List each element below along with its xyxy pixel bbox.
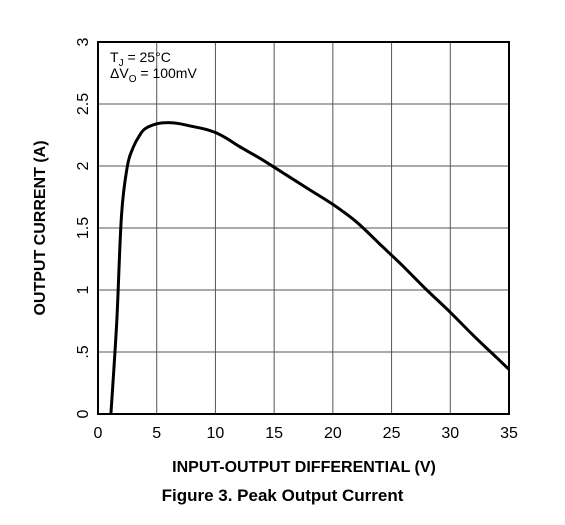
x-tick-label: 20	[324, 425, 342, 442]
y-tick-label: 1.5	[75, 217, 92, 239]
x-axis-label: INPUT-OUTPUT DIFFERENTIAL (V)	[172, 459, 436, 476]
x-tick-label: 5	[152, 425, 161, 442]
x-tick-label: 35	[500, 425, 518, 442]
series-layer	[109, 121, 511, 415]
x-tick-label: 15	[265, 425, 283, 442]
x-tick-label: 10	[207, 425, 225, 442]
y-tick-label: 3	[75, 37, 92, 46]
y-axis-label: OUTPUT CURRENT (A)	[32, 140, 49, 315]
plot-frame	[97, 41, 510, 415]
annotation-line: TJ = 25°C	[110, 49, 171, 69]
peak-output-current-chart: 0 5 10 15 20 25 30 35 0 .5 1 1.5 2 2.5 3 INPUT-OUTPUT…	[32, 37, 518, 476]
y-tick-label: 1	[75, 285, 92, 294]
x-tick-label: 25	[383, 425, 401, 442]
y-tick-label: 2	[75, 161, 92, 170]
y-tick-label: .5	[75, 345, 92, 358]
annotation-line: ΔVO = 100mV	[110, 65, 197, 85]
figure-caption: Figure 3. Peak Output Current	[161, 486, 404, 505]
grid-lines	[98, 42, 509, 414]
output-current-curve	[109, 121, 511, 415]
y-tick-label: 0	[75, 409, 92, 418]
x-tick-label: 30	[441, 425, 459, 442]
y-tick-label: 2.5	[75, 93, 92, 115]
x-tick-labels: 0 5 10 15 20 25 30 35	[94, 425, 518, 442]
x-tick-label: 0	[94, 425, 103, 442]
y-tick-labels: 0 .5 1 1.5 2 2.5 3	[75, 37, 92, 418]
